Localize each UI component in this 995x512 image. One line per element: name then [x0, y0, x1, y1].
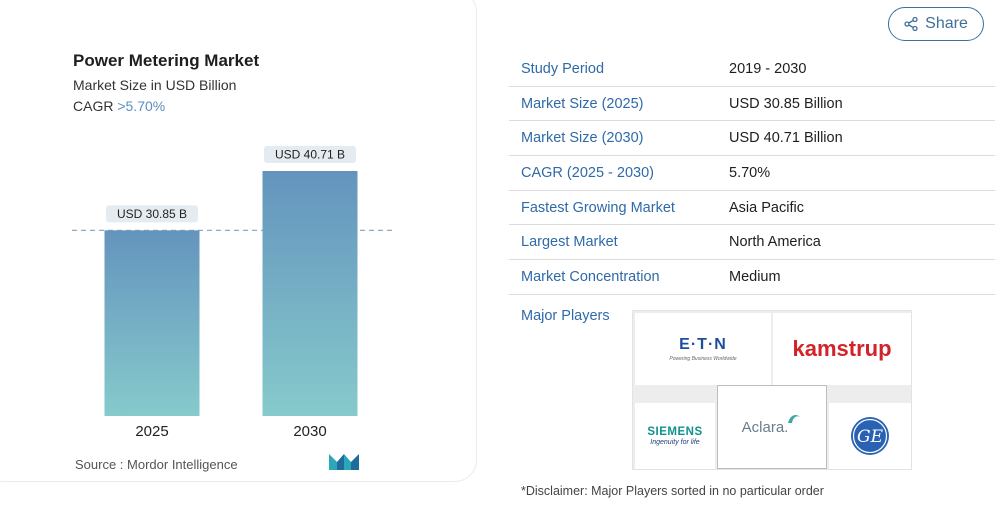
ge-monogram-icon: GE — [851, 417, 889, 455]
share-label: Share — [925, 15, 968, 32]
share-icon — [904, 17, 918, 31]
x-tick-label-2030: 2030 — [293, 423, 326, 440]
data-label-2025: USD 30.85 B — [117, 207, 187, 221]
cagr-label: CAGR — [73, 98, 114, 114]
bar-2025[interactable] — [104, 230, 200, 416]
info-value: USD 30.85 Billion — [729, 95, 843, 112]
info-label[interactable]: Study Period — [521, 60, 605, 77]
info-value: 2019 - 2030 — [729, 60, 807, 77]
chart-card — [0, 0, 477, 482]
info-label[interactable]: Market Concentration — [521, 268, 660, 285]
mordor-logo-icon — [329, 454, 359, 470]
info-label[interactable]: Largest Market — [521, 234, 618, 251]
info-row-market-size-2025: Market Size (2025) USD 30.85 Billion — [509, 87, 995, 122]
kamstrup-logo[interactable]: kamstrup — [773, 313, 911, 385]
kamstrup-logo-word: kamstrup — [792, 336, 892, 361]
info-value: USD 40.71 Billion — [729, 130, 843, 147]
data-label-bg-2025 — [106, 205, 198, 223]
aclara-swoosh-icon — [788, 415, 801, 423]
info-row-market-size-2030: Market Size (2030) USD 40.71 Billion — [509, 121, 995, 157]
bar-chart: USD 30.85 B 2025 USD 40.71 B 2030 — [72, 146, 392, 440]
info-label[interactable]: Fastest Growing Market — [521, 199, 675, 216]
info-value: Asia Pacific — [729, 199, 804, 216]
aclara-logo[interactable]: Aclara. — [717, 385, 827, 469]
ge-logo[interactable]: GE — [829, 403, 911, 469]
info-row-cagr: CAGR (2025 - 2030) 5.70% — [509, 156, 995, 191]
eaton-logo[interactable]: E·T·N Powering Business Worldwide — [635, 313, 771, 385]
ge-logo-word: GE — [857, 427, 884, 447]
bar-2030[interactable] — [262, 171, 358, 416]
x-tick-label-2025: 2025 — [135, 423, 168, 440]
data-label-bg-2030 — [264, 146, 356, 163]
info-label[interactable]: CAGR (2025 - 2030) — [521, 164, 654, 181]
info-row-fastest-growing: Fastest Growing Market Asia Pacific — [509, 191, 995, 226]
info-value: 5.70% — [729, 164, 771, 181]
info-label[interactable]: Market Size (2030) — [521, 130, 644, 147]
chart-cagr: CAGR >5.70% — [73, 98, 165, 114]
share-button[interactable]: Share — [888, 7, 984, 41]
major-players-logos: E·T·N Powering Business Worldwide kamstr… — [632, 310, 912, 470]
eaton-logo-word: E·T·N — [679, 336, 727, 353]
data-label-2030: USD 40.71 B — [275, 148, 345, 162]
info-row-concentration: Market Concentration Medium — [509, 260, 995, 295]
market-info-table: Study Period 2019 - 2030 Market Size (20… — [509, 52, 995, 295]
eaton-logo-tagline: Powering Business Worldwide — [669, 356, 737, 362]
aclara-logo-word: Aclara. — [741, 418, 789, 436]
siemens-logo-tagline: Ingenuity for life — [650, 439, 700, 446]
info-row-largest-market: Largest Market North America — [509, 225, 995, 261]
chart-source: Source : Mordor Intelligence — [75, 457, 238, 472]
siemens-logo[interactable]: SIEMENS Ingenuity for life — [635, 403, 715, 469]
cagr-value: >5.70% — [117, 98, 166, 114]
info-label[interactable]: Market Size (2025) — [521, 95, 644, 112]
disclaimer: *Disclaimer: Major Players sorted in no … — [521, 484, 824, 498]
chart-title: Power Metering Market — [73, 51, 260, 70]
info-value: North America — [729, 234, 821, 251]
siemens-logo-word: SIEMENS — [647, 426, 703, 438]
info-row-study-period: Study Period 2019 - 2030 — [509, 52, 995, 87]
major-players-label[interactable]: Major Players — [521, 308, 610, 324]
info-value: Medium — [729, 268, 781, 285]
chart-subtitle: Market Size in USD Billion — [73, 77, 237, 93]
